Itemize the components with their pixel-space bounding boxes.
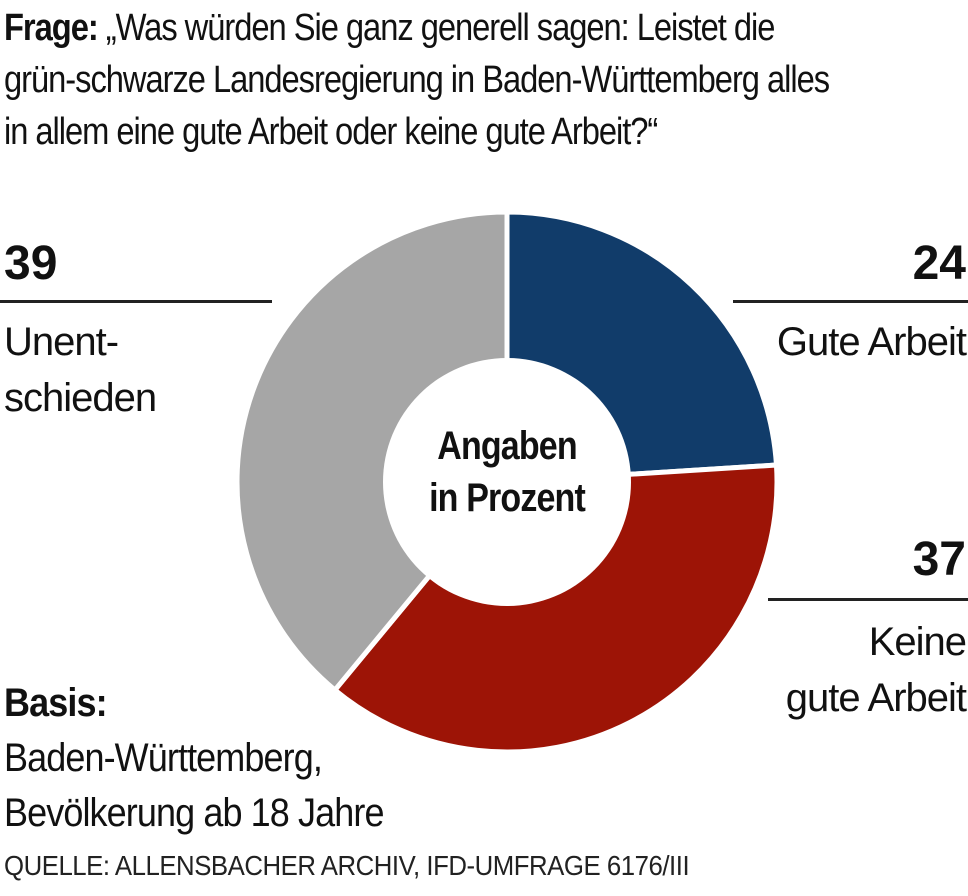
slice-unentschieden: [234, 209, 510, 693]
label-gute-arbeit-line1: Gute Arbeit: [776, 320, 967, 364]
label-gute-arbeit: Gute Arbeit: [776, 314, 967, 370]
question-text: Frage: „Was würden Sie ganz generell sag…: [4, 2, 830, 158]
value-gute-arbeit: 24: [912, 237, 966, 290]
question-prefix: Frage:: [4, 7, 99, 49]
source-note: QUELLE: ALLENSBACHER ARCHIV, IFD-UMFRAGE…: [4, 850, 690, 881]
label-keine-line1: Keine: [868, 620, 967, 664]
value-unentschieden: 39: [4, 237, 58, 290]
center-label: Angaben in Prozent: [380, 420, 635, 524]
rule-gute-arbeit: [733, 300, 968, 303]
rule-keine-gute-arbeit: [768, 598, 968, 601]
question-body: „Was würden Sie ganz generell sagen: Lei…: [4, 7, 830, 153]
label-keine-gute-arbeit: Keine gute Arbeit: [785, 614, 967, 726]
label-unentschieden-line2: schieden: [4, 376, 157, 420]
basis-line2: Bevölkerung ab 18 Jahre: [4, 791, 384, 835]
basis-prefix: Basis:: [4, 681, 108, 725]
slice-keine-gute-arbeit: [332, 462, 780, 755]
rule-unentschieden: [0, 300, 272, 303]
donut-hole: [383, 358, 631, 606]
label-unentschieden: Unent- schieden: [4, 314, 157, 426]
label-keine-line2: gute Arbeit: [785, 676, 967, 720]
center-label-line2: in Prozent: [429, 476, 586, 520]
basis-note: Basis: Baden-Württemberg, Bevölkerung ab…: [4, 676, 384, 841]
center-label-line1: Angaben: [437, 424, 577, 468]
value-keine-gute-arbeit: 37: [912, 533, 966, 586]
label-unentschieden-line1: Unent-: [4, 320, 119, 364]
basis-line1: Baden-Württemberg,: [4, 736, 323, 780]
